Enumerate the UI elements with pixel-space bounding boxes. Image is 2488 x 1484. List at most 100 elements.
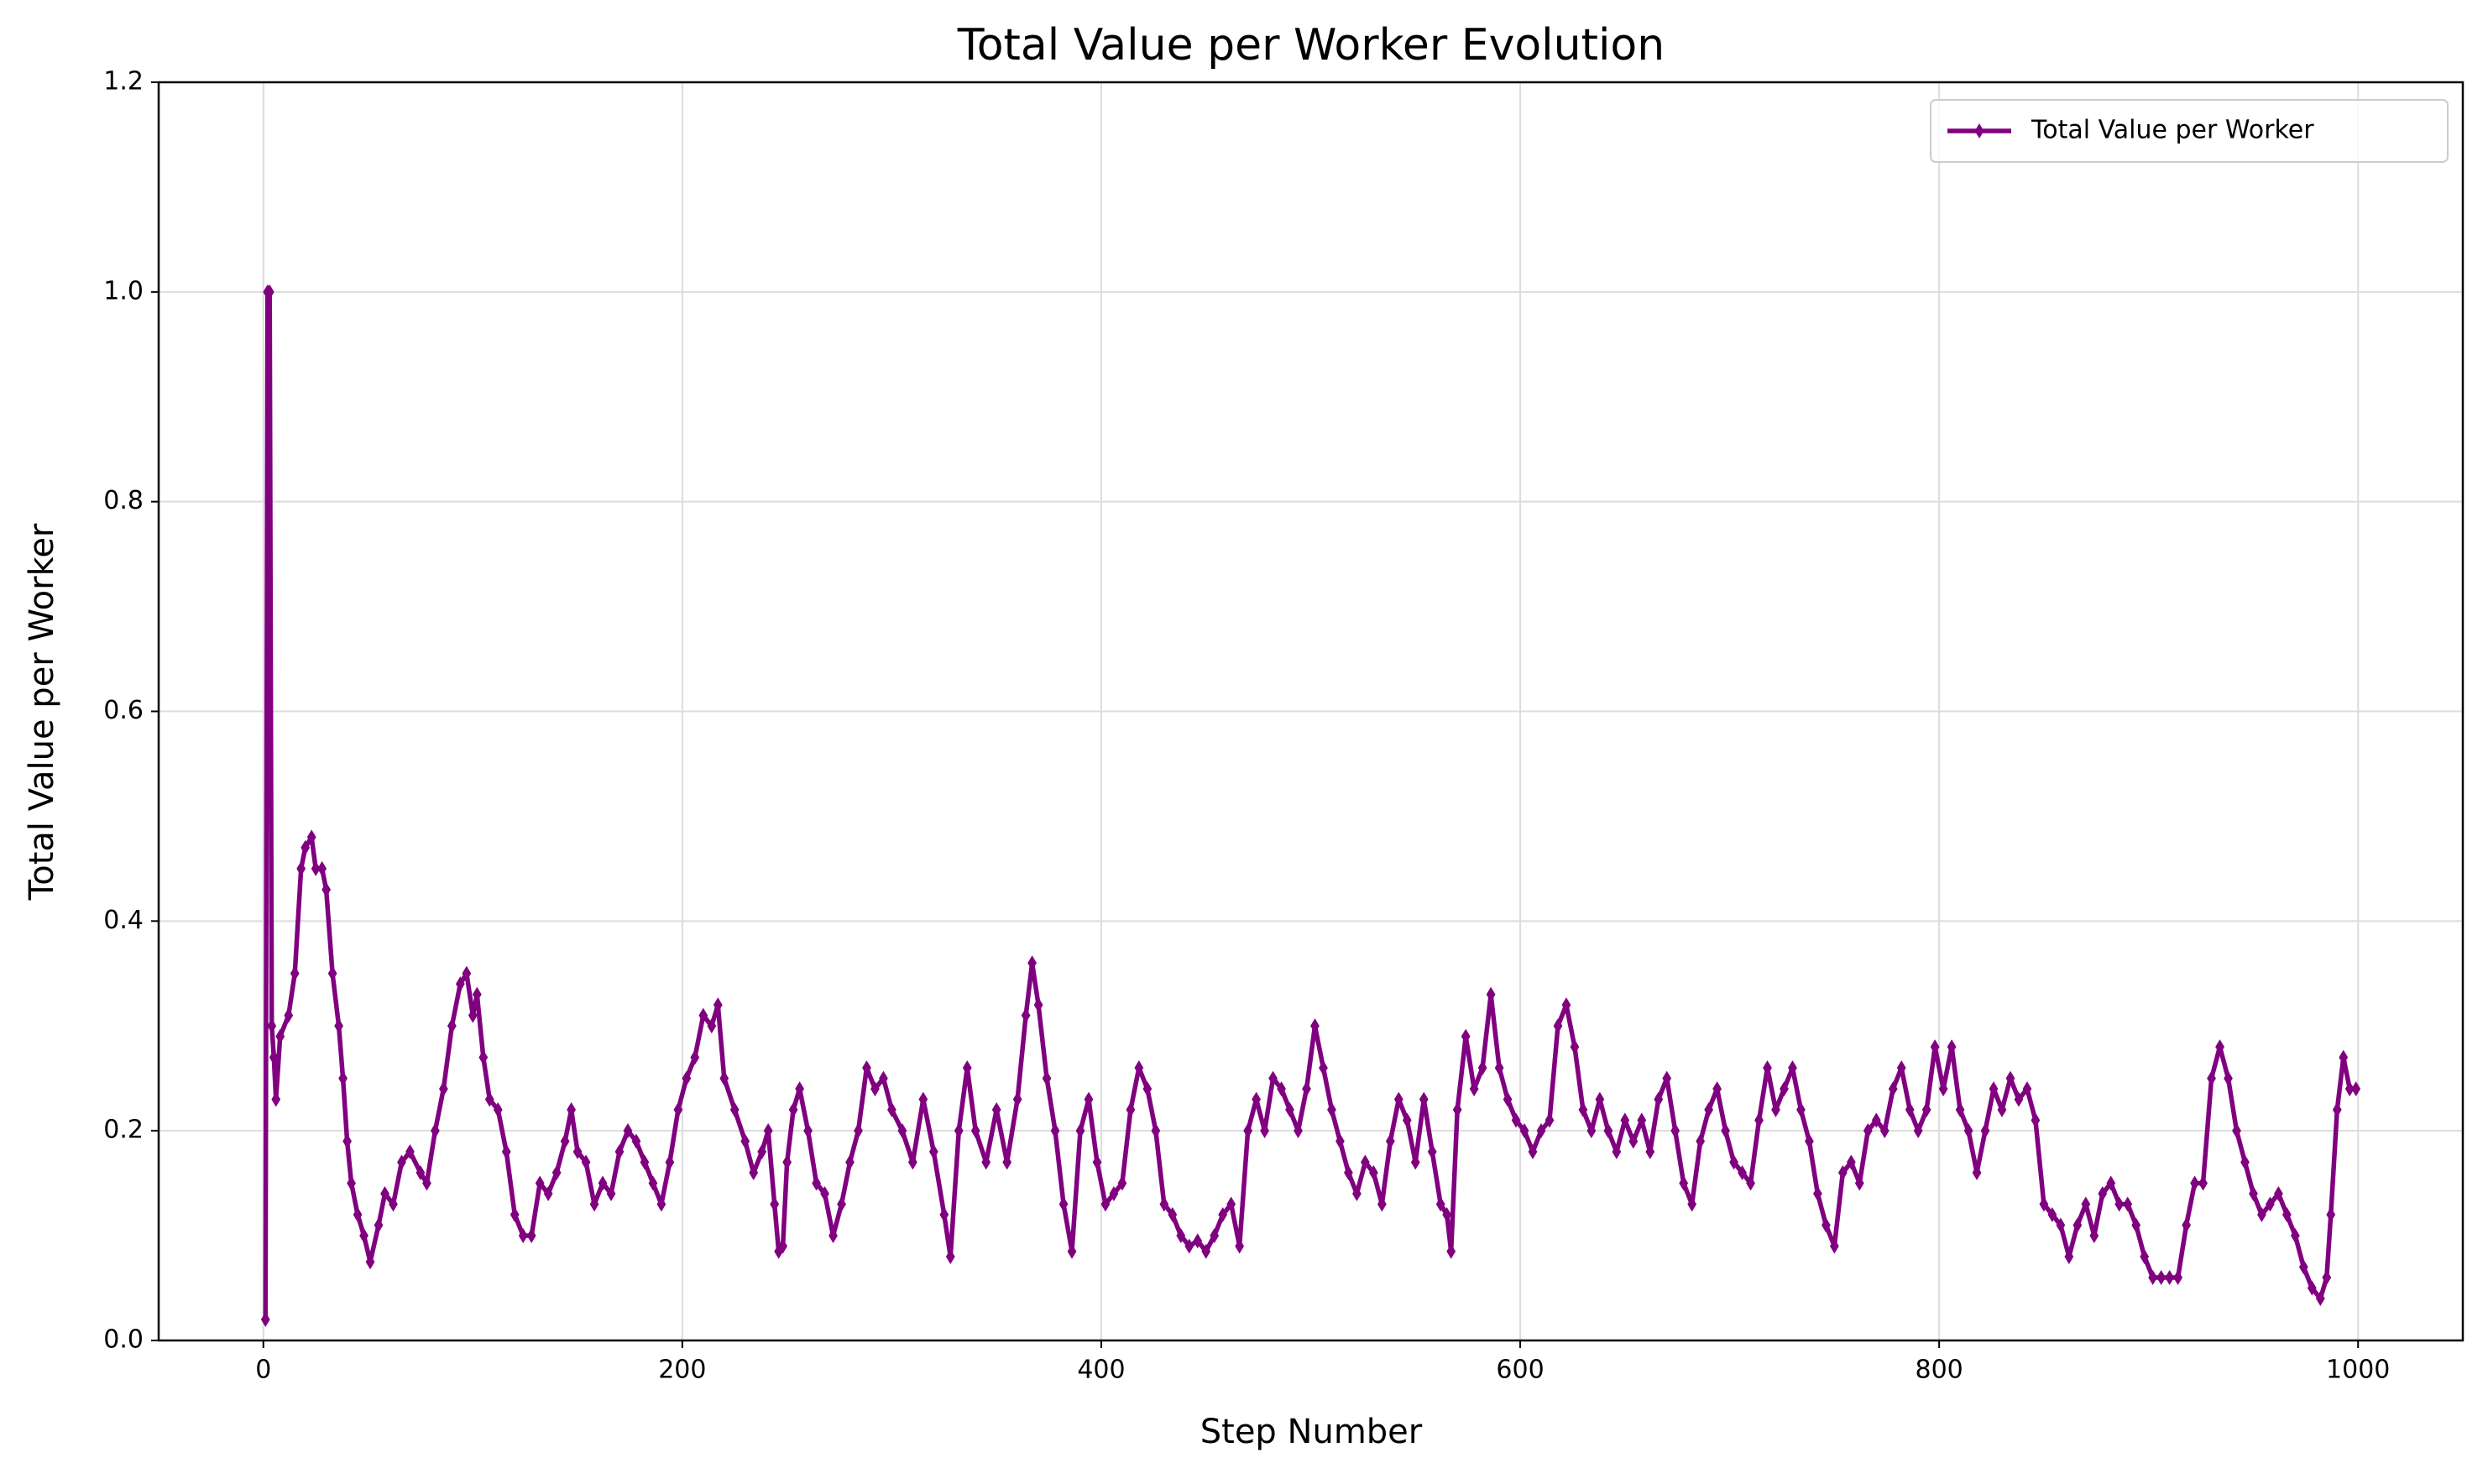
- data-marker: [1021, 1007, 1031, 1023]
- y-axis-label: Total Value per Worker: [23, 523, 61, 901]
- data-marker: [1805, 1133, 1814, 1149]
- data-marker: [1075, 1123, 1085, 1139]
- data-marker: [1142, 1081, 1153, 1097]
- data-marker: [455, 976, 465, 992]
- data-marker: [380, 1186, 389, 1202]
- data-marker: [698, 1007, 708, 1023]
- data-marker: [656, 1196, 666, 1212]
- data-marker: [1184, 1238, 1194, 1254]
- data-marker: [296, 860, 306, 876]
- x-tick-label: 1000: [2326, 1356, 2390, 1385]
- data-marker: [1442, 1207, 1452, 1223]
- data-marker: [1446, 1243, 1456, 1259]
- data-marker: [1302, 1081, 1311, 1097]
- data-marker: [1913, 1123, 1923, 1139]
- data-marker: [782, 1154, 792, 1170]
- data-marker: [2047, 1207, 2057, 1223]
- data-marker: [713, 997, 723, 1013]
- data-marker: [1084, 1091, 1094, 1107]
- data-marker: [347, 1175, 356, 1191]
- data-marker: [510, 1207, 520, 1223]
- data-marker: [1729, 1154, 1738, 1170]
- data-marker: [763, 1123, 773, 1139]
- data-marker: [397, 1154, 406, 1170]
- data-marker: [1637, 1112, 1647, 1128]
- data-marker: [1117, 1175, 1127, 1191]
- data-marker: [2257, 1207, 2266, 1223]
- data-marker: [342, 1133, 352, 1149]
- data-marker: [1837, 1165, 1848, 1181]
- data-marker: [1645, 1144, 1655, 1160]
- data-marker: [2344, 1081, 2355, 1097]
- data-marker: [640, 1154, 650, 1170]
- data-marker: [1519, 1123, 1529, 1139]
- data-marker: [740, 1133, 750, 1149]
- data-marker: [526, 1228, 536, 1244]
- data-marker: [1930, 1039, 1940, 1055]
- data-marker: [1243, 1123, 1253, 1139]
- data-marker: [879, 1070, 888, 1086]
- data-line: [263, 290, 2356, 1320]
- data-marker: [2148, 1270, 2158, 1286]
- data-marker: [1027, 955, 1038, 971]
- data-marker: [1469, 1081, 1479, 1097]
- y-tick-label: 0.0: [103, 1325, 144, 1355]
- data-marker: [962, 1060, 972, 1076]
- data-marker: [2081, 1196, 2091, 1212]
- data-marker: [2351, 1081, 2361, 1097]
- data-marker: [1419, 1091, 1429, 1107]
- data-marker: [2215, 1039, 2224, 1055]
- data-marker: [1620, 1112, 1630, 1128]
- data-marker: [845, 1154, 855, 1170]
- data-marker: [478, 1049, 489, 1065]
- data-marker: [327, 965, 337, 981]
- data-marker: [271, 1091, 281, 1107]
- data-marker: [269, 1049, 279, 1065]
- data-marker: [2240, 1154, 2250, 1170]
- data-marker: [1905, 1102, 1915, 1118]
- data-marker: [682, 1070, 692, 1086]
- data-marker: [1377, 1196, 1387, 1212]
- data-marker: [1226, 1196, 1236, 1212]
- data-marker: [2123, 1196, 2133, 1212]
- data-marker: [501, 1144, 511, 1160]
- data-marker: [665, 1154, 675, 1170]
- data-marker: [648, 1175, 658, 1191]
- y-tick-label: 0.8: [103, 486, 144, 515]
- data-marker: [1796, 1102, 1806, 1118]
- data-marker: [275, 1028, 285, 1044]
- data-marker: [1050, 1123, 1060, 1139]
- data-marker: [970, 1123, 980, 1139]
- data-marker: [317, 860, 327, 876]
- data-marker: [1176, 1228, 1186, 1244]
- data-marker: [560, 1133, 570, 1149]
- data-marker: [1368, 1165, 1378, 1181]
- data-marker: [2072, 1217, 2083, 1233]
- data-marker: [887, 1102, 896, 1118]
- data-marker: [1813, 1186, 1822, 1202]
- data-marker: [2298, 1259, 2308, 1275]
- data-marker: [267, 1018, 277, 1034]
- data-marker: [1058, 1196, 1069, 1212]
- data-marker: [623, 1123, 633, 1139]
- data-marker: [1888, 1081, 1898, 1097]
- data-marker: [1511, 1112, 1521, 1128]
- data-marker: [1997, 1102, 2007, 1118]
- x-tick-label: 600: [1496, 1356, 1544, 1385]
- data-marker: [2039, 1196, 2049, 1212]
- data-marker: [2282, 1207, 2292, 1223]
- x-axis-label: Step Number: [1200, 1413, 1423, 1451]
- data-marker: [438, 1081, 448, 1097]
- data-marker: [1871, 1112, 1881, 1128]
- data-marker: [1947, 1039, 1957, 1055]
- data-marker: [1586, 1123, 1597, 1139]
- data-marker: [1561, 997, 1571, 1013]
- data-marker: [2307, 1280, 2317, 1296]
- data-marker: [1536, 1123, 1546, 1139]
- data-marker: [1780, 1081, 1789, 1097]
- legend-box: [1930, 99, 2449, 163]
- x-tick-label: 0: [255, 1356, 271, 1385]
- data-marker: [2089, 1228, 2099, 1244]
- data-marker: [1235, 1238, 1245, 1254]
- data-marker: [1570, 1039, 1580, 1055]
